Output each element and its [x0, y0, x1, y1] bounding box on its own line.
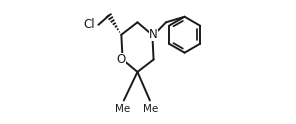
Text: Me: Me: [144, 104, 159, 114]
Text: Me: Me: [115, 104, 130, 114]
Text: N: N: [149, 28, 158, 41]
Text: Cl: Cl: [83, 18, 95, 31]
Text: O: O: [117, 53, 126, 66]
